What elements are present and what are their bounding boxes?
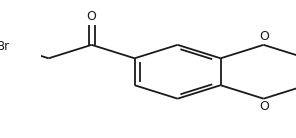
Text: Br: Br <box>0 40 10 53</box>
Text: O: O <box>260 100 270 113</box>
Text: O: O <box>260 30 270 43</box>
Text: O: O <box>87 10 96 23</box>
